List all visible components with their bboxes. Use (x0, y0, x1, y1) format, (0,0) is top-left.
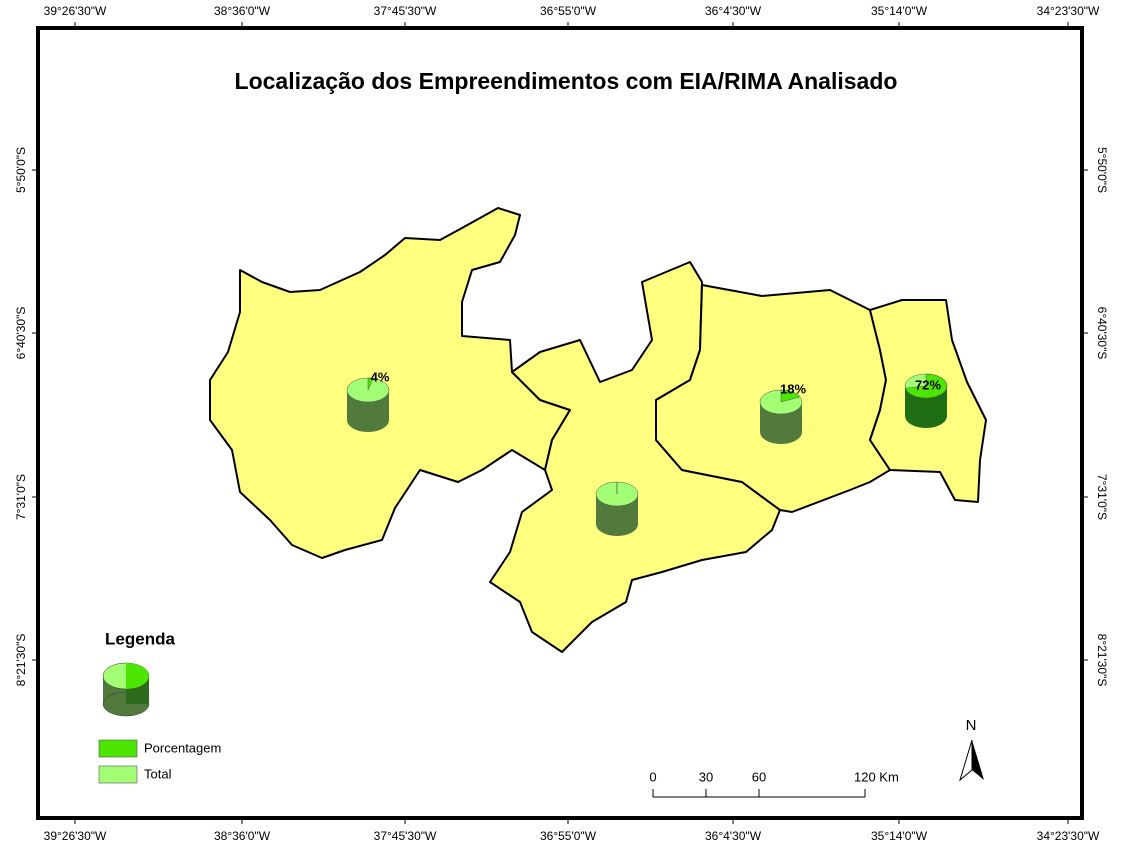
longitude-label: 36°55'0"W (540, 4, 597, 18)
scale-bar-label: 120 Km (854, 769, 899, 784)
scale-bar-label: 0 (649, 769, 656, 784)
longitude-label: 34°23'30"W (1037, 4, 1100, 18)
pie-slice (367, 377, 374, 391)
longitude-label: 37°45'30"W (374, 4, 437, 18)
longitude-label: 38°36'0"W (214, 829, 271, 843)
region-center (489, 261, 781, 653)
scale-bar-label: 30 (699, 769, 713, 784)
latitude-label: 6°40'30"S (1095, 307, 1109, 360)
north-arrow (959, 739, 984, 782)
longitude-label: 36°55'0"W (540, 829, 597, 843)
legend-label: Total (144, 766, 172, 781)
latitude-label: 6°40'30"S (14, 307, 28, 360)
cylinder-bottom (347, 408, 389, 432)
regions (209, 207, 987, 653)
cylinder-bottom (596, 512, 638, 536)
pie-label: 4% (371, 369, 390, 384)
longitude-label: 35°14'0"W (871, 829, 928, 843)
latitude-label: 8°21'30"S (1095, 634, 1109, 687)
legend-cylinder-slice (126, 663, 149, 689)
scale-bar-label: 60 (752, 769, 766, 784)
longitude-label: 34°23'30"W (1037, 829, 1100, 843)
longitude-label: 39°26'30"W (44, 829, 107, 843)
longitude-label: 38°36'0"W (214, 4, 271, 18)
longitude-label: 36°4'30"W (705, 4, 762, 18)
legend-swatch (98, 739, 138, 758)
latitude-label: 7°31'0"S (14, 474, 28, 520)
pie-label: 72% (915, 377, 941, 392)
pie-label: 18% (780, 381, 806, 396)
latitude-label: 7°31'0"S (1095, 474, 1109, 520)
legend-swatch (98, 765, 138, 784)
pie-slice (905, 373, 948, 399)
north-label: N (966, 717, 977, 734)
cylinder-bottom (760, 420, 802, 444)
legend-label: Porcentagem (144, 740, 221, 755)
map-title: Localização dos Empreendimentos com EIA/… (235, 68, 898, 94)
latitude-label: 8°21'30"S (14, 634, 28, 687)
legend-title: Legenda (105, 629, 175, 648)
north-arrow-right (972, 740, 984, 780)
longitude-label: 39°26'30"W (44, 4, 107, 18)
legend-symbol (102, 662, 150, 717)
map-frame (36, 26, 1084, 820)
longitude-label: 37°45'30"W (374, 829, 437, 843)
cylinder-bottom (905, 404, 947, 428)
longitude-label: 36°4'30"W (705, 829, 762, 843)
pie-slice (780, 389, 801, 403)
latitude-label: 5°50'0"S (14, 147, 28, 193)
latitude-label: 5°50'0"S (1095, 147, 1109, 193)
longitude-label: 35°14'0"W (871, 4, 928, 18)
